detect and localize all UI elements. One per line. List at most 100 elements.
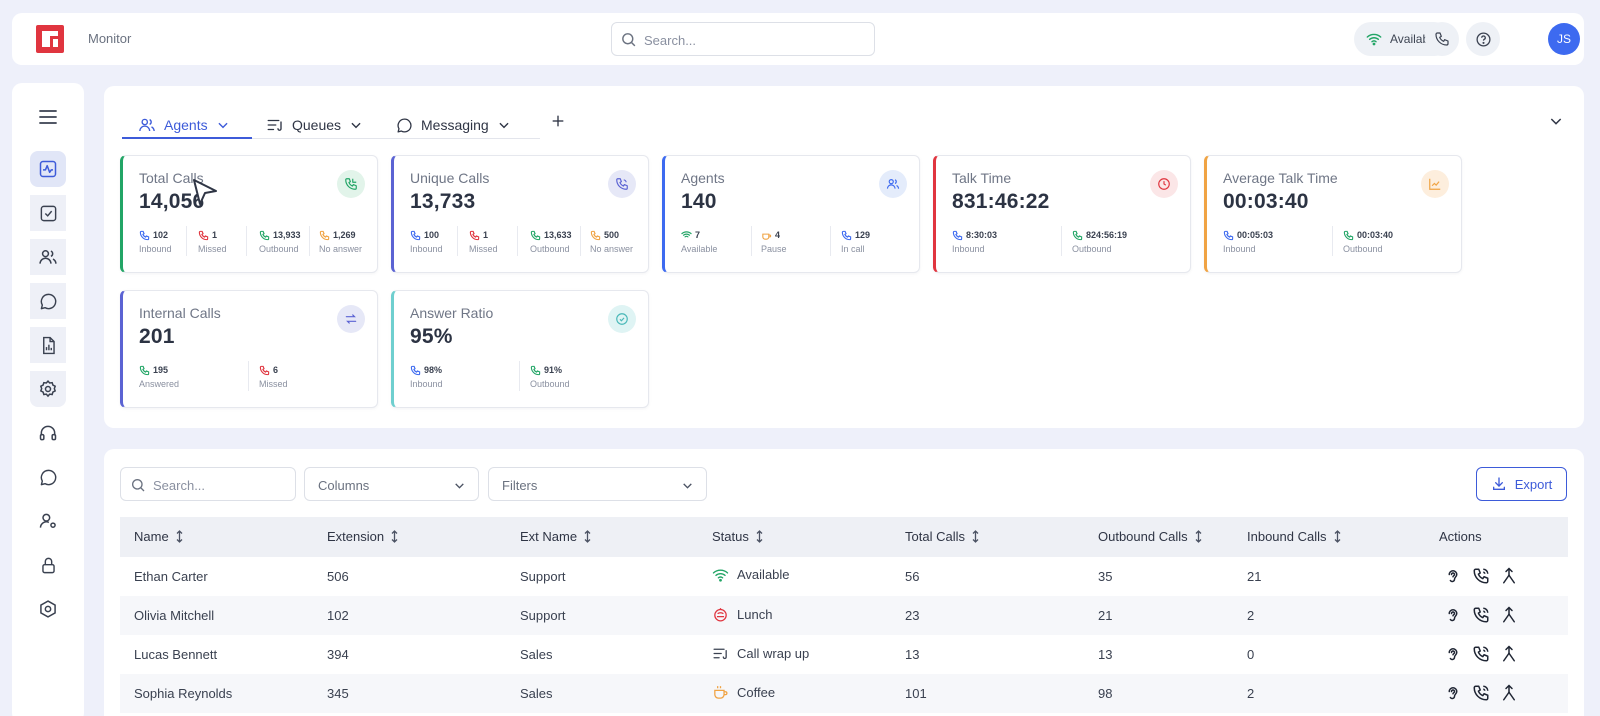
sidebar-item-tasks[interactable] (30, 195, 66, 231)
sidebar-item-settings[interactable] (30, 371, 66, 407)
column-header-status[interactable]: Status (712, 529, 764, 544)
sidebar-item-reports[interactable] (30, 327, 66, 363)
whisper-call-icon[interactable] (1472, 606, 1490, 624)
sort-icon (584, 530, 591, 543)
phone-missed-icon (469, 230, 480, 240)
card-title: Agents (681, 170, 725, 186)
table-search[interactable] (120, 467, 296, 501)
card-unique-calls[interactable]: Unique Calls 13,733 100 Inbound 1 Missed… (391, 155, 649, 273)
metric-missed: 1 Missed (198, 230, 227, 254)
collapse-panel-button[interactable] (1548, 113, 1564, 129)
gear-icon (39, 379, 57, 398)
table-row[interactable]: Olivia Mitchell 102 Support Lunch 23 21 … (120, 596, 1568, 635)
cell-outbound-calls: 21 (1098, 608, 1113, 623)
phone-call-icon (841, 230, 852, 240)
table-row[interactable]: Ethan Carter 506 Support Available 56 35… (120, 557, 1568, 596)
phone-missed-icon (259, 365, 270, 375)
sidebar-item-security[interactable] (30, 547, 66, 583)
sidebar-item-users[interactable] (30, 239, 66, 275)
phone-inbound-icon (410, 230, 421, 240)
cell-status: Lunch (712, 606, 772, 623)
phone-button[interactable] (1425, 22, 1459, 56)
chevron-down-icon (683, 483, 692, 489)
global-search-input[interactable] (644, 30, 864, 50)
tabs-divider (122, 138, 540, 139)
phone-outbound-icon (1072, 230, 1083, 240)
table-row[interactable]: Sophia Reynolds 345 Sales Coffee 101 98 … (120, 674, 1568, 713)
row-actions (1444, 645, 1518, 663)
column-header-name[interactable]: Name (134, 529, 184, 544)
card-value: 831:46:22 (952, 190, 1050, 213)
coffee-icon (762, 233, 772, 240)
column-header-outbound-calls[interactable]: Outbound Calls (1098, 529, 1203, 544)
table-row[interactable]: Lucas Bennett 394 Sales Call wrap up 13 … (120, 635, 1568, 674)
columns-label: Columns (318, 478, 370, 493)
search-icon (130, 477, 146, 493)
metric-divider (1332, 226, 1333, 256)
metric-no-answer: 1,269 No answer (319, 230, 363, 254)
metric-divider (517, 226, 518, 256)
cell-name: Sophia Reynolds (134, 686, 233, 701)
sidebar-item-monitor[interactable] (30, 151, 66, 187)
menu-toggle-button[interactable] (30, 99, 66, 135)
barge-merge-icon[interactable] (1500, 606, 1518, 624)
app-logo[interactable] (36, 25, 64, 53)
card-average-talk-time[interactable]: Average Talk Time 00:03:40 00:05:03 Inbo… (1204, 155, 1462, 273)
card-title: Talk Time (952, 170, 1012, 186)
sidebar-item-user-settings[interactable] (30, 503, 66, 539)
tab-agents[interactable]: Agents (138, 110, 230, 140)
tab-queues[interactable]: Queues (266, 110, 363, 140)
cell-total-calls: 56 (905, 569, 920, 584)
metric-missed: 6 Missed (259, 365, 288, 389)
chevron-down-icon (1550, 118, 1562, 125)
card-value: 00:03:40 (1223, 190, 1309, 213)
card-talk-time[interactable]: Talk Time 831:46:22 8:30:03 Inbound 824:… (933, 155, 1191, 273)
tab-messaging[interactable]: Messaging (396, 110, 511, 140)
card-value: 14,056 (139, 190, 205, 213)
checkbox-icon (40, 205, 56, 221)
card-agents[interactable]: Agents 140 7 Available 4 Pause 129 In ca… (662, 155, 920, 273)
sidebar-item-integrations[interactable] (30, 591, 66, 627)
help-icon (1475, 31, 1491, 47)
wifi-icon (681, 231, 692, 238)
column-header-extension[interactable]: Extension (327, 529, 399, 544)
sidebar-item-messages[interactable] (30, 459, 66, 495)
export-button[interactable]: Export (1476, 467, 1567, 501)
phone-no-answer-icon (319, 230, 330, 240)
user-avatar[interactable]: JS (1548, 23, 1580, 55)
user-gear-icon (39, 513, 56, 528)
add-tab-button[interactable] (550, 113, 566, 129)
listen-icon[interactable] (1444, 567, 1462, 585)
sidebar-item-support[interactable] (30, 415, 66, 451)
listen-icon[interactable] (1444, 606, 1462, 624)
listen-icon[interactable] (1444, 645, 1462, 663)
card-title: Total Calls (139, 170, 204, 186)
card-value: 13,733 (410, 190, 476, 213)
whisper-call-icon[interactable] (1472, 567, 1490, 585)
barge-merge-icon[interactable] (1500, 645, 1518, 663)
filters-dropdown[interactable]: Filters (488, 467, 707, 501)
column-header-ext-name[interactable]: Ext Name (520, 529, 592, 544)
card-internal-calls[interactable]: Internal Calls 201 195 Answered 6 Missed (120, 290, 378, 408)
column-header-inbound-calls[interactable]: Inbound Calls (1247, 529, 1342, 544)
whisper-call-icon[interactable] (1472, 645, 1490, 663)
chat-icon (40, 293, 56, 309)
phone-call-icon (608, 170, 636, 198)
barge-merge-icon[interactable] (1500, 684, 1518, 702)
barge-merge-icon[interactable] (1500, 567, 1518, 585)
hexagon-icon (40, 600, 56, 618)
cell-total-calls: 23 (905, 608, 920, 623)
plus-icon (552, 115, 564, 127)
card-total-calls[interactable]: Total Calls 14,056 102 Inbound 1 Missed … (120, 155, 378, 273)
table-search-input[interactable] (153, 475, 288, 495)
whisper-call-icon[interactable] (1472, 684, 1490, 702)
listen-icon[interactable] (1444, 684, 1462, 702)
card-answer-ratio[interactable]: Answer Ratio 95% 98% Inbound 91% Outboun… (391, 290, 649, 408)
export-label: Export (1514, 476, 1553, 492)
columns-dropdown[interactable]: Columns (304, 467, 479, 501)
help-button[interactable] (1466, 22, 1500, 56)
sidebar-item-chat[interactable] (30, 283, 66, 319)
global-search[interactable] (611, 22, 875, 56)
trend-chart-icon (1421, 170, 1449, 198)
column-header-total-calls[interactable]: Total Calls (905, 529, 980, 544)
